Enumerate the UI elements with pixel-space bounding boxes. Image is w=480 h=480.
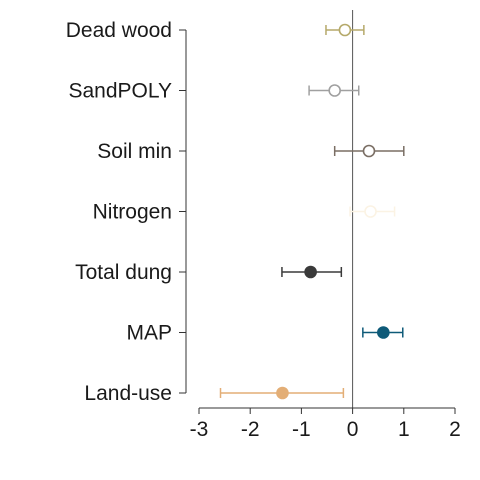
x-tick-label: 2: [449, 418, 461, 441]
category-label: MAP: [126, 322, 172, 345]
axes: -3 -2 -1 0 1 2 Dead wood SandPOLY Soil min Nitrog…: [66, 10, 461, 441]
estimate-point: [276, 386, 289, 400]
estimate-point: [362, 144, 376, 158]
x-tick-label: 0: [347, 418, 359, 441]
category-label: Dead wood: [66, 19, 172, 42]
category-label: Soil min: [97, 140, 172, 163]
estimate-point: [377, 326, 390, 339]
category-label: Total dung: [75, 261, 172, 284]
category-label: SandPOLY: [68, 80, 172, 103]
x-tick-label: -2: [241, 418, 260, 441]
estimate-point: [364, 205, 377, 218]
x-tick-label: 1: [398, 418, 410, 441]
estimate-point: [338, 23, 352, 37]
estimate-point: [304, 265, 317, 279]
x-tick-label: -1: [292, 418, 311, 441]
category-label: Nitrogen: [93, 201, 172, 224]
x-tick-label: -3: [190, 418, 209, 441]
plot-marks: [219, 23, 405, 400]
category-label: Land-use: [84, 382, 172, 405]
estimate-point: [328, 84, 341, 97]
